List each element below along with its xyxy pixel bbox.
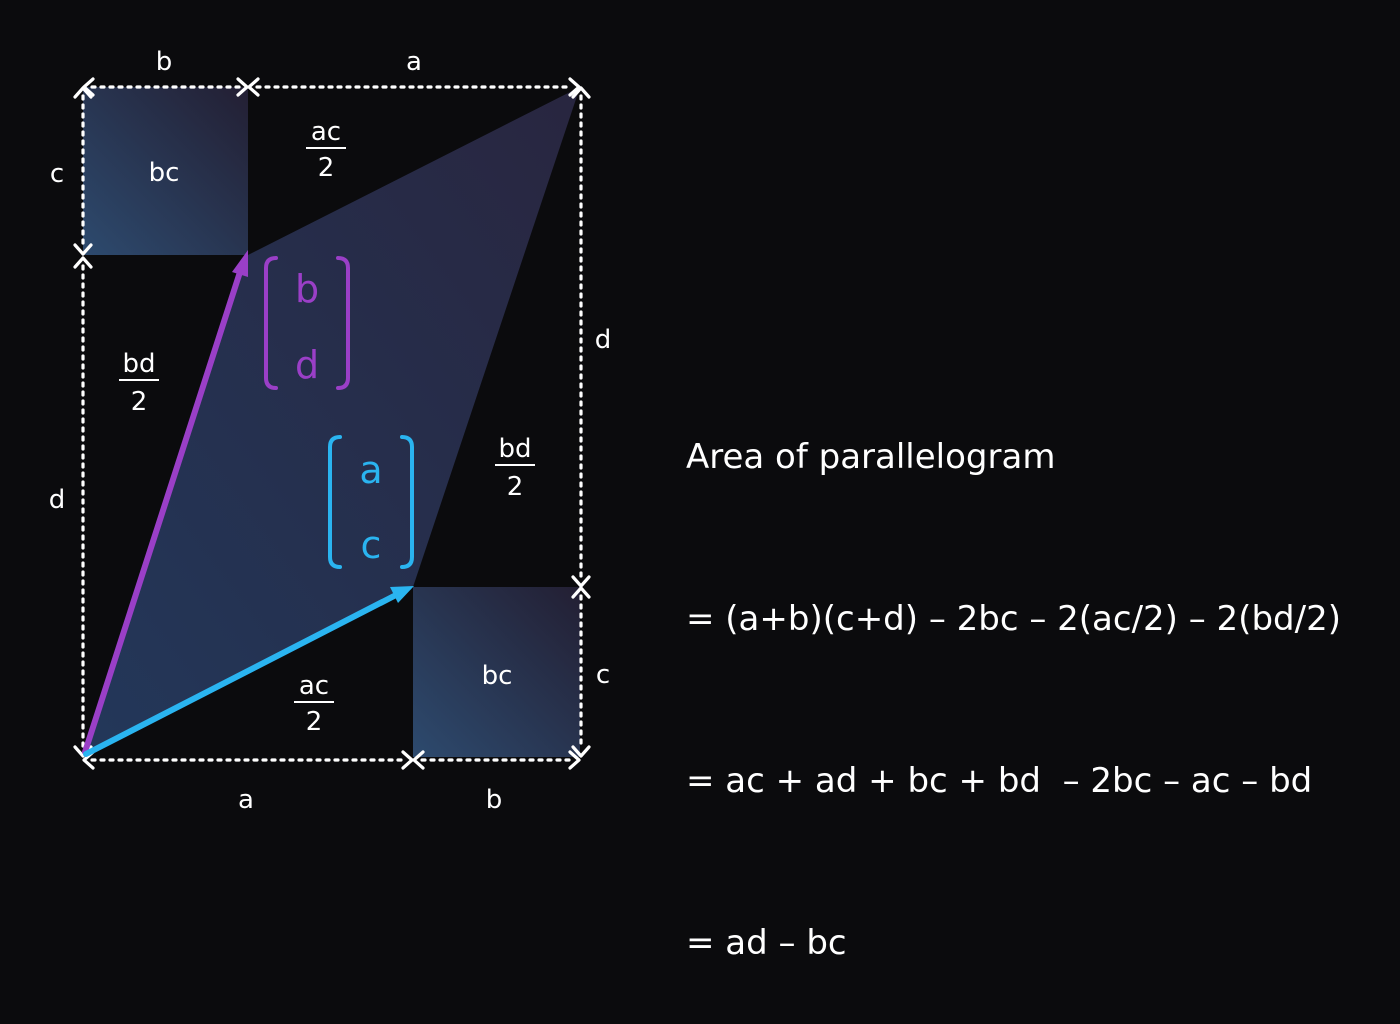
label-box-top-bc: bc xyxy=(149,158,180,188)
area-derivation: Area of parallelogram = (a+b)(c+d) – 2bc… xyxy=(686,322,1341,1024)
dimension-top-a xyxy=(247,77,581,97)
fraction-left-bd-2: bd 2 xyxy=(119,349,159,417)
label-box-bottom-bc: bc xyxy=(482,661,513,691)
derivation-step-expand: = (a+b)(c+d) – 2bc – 2(ac/2) – 2(bd/2) xyxy=(686,599,1341,639)
label-top-a: a xyxy=(406,47,422,77)
vector-ac-top: a xyxy=(359,448,382,492)
parallelogram-area-diagram: b d a c b a a b c d d c bc bc ac 2 bd 2 … xyxy=(49,47,612,815)
label-left-d: d xyxy=(49,485,66,515)
parallelogram-shape xyxy=(83,87,580,757)
bc-box-top-left xyxy=(83,87,248,255)
vector-ac-bottom: c xyxy=(361,523,382,567)
dimension-right-c xyxy=(571,586,591,758)
stage: b d a c b a a b c d d c bc bc ac 2 bd 2 … xyxy=(49,47,1341,963)
fraction-bottom-denominator: 2 xyxy=(306,707,323,737)
dimension-bottom-a xyxy=(82,750,414,770)
label-right-c: c xyxy=(596,660,610,690)
fraction-top-ac-2: ac 2 xyxy=(306,117,346,183)
derivation-title: Area of parallelogram xyxy=(686,437,1056,477)
vector-bd-bottom: d xyxy=(295,343,319,387)
fraction-top-numerator: ac xyxy=(311,117,341,147)
vector-ac-arrow xyxy=(83,586,414,757)
vector-bd-top: b xyxy=(295,267,319,311)
fraction-bottom-numerator: ac xyxy=(299,671,329,701)
dimension-bottom-b xyxy=(412,750,581,770)
vector-ac-matrix: a c xyxy=(328,435,414,569)
label-bottom-a: a xyxy=(238,785,254,815)
label-left-c: c xyxy=(50,159,64,189)
fraction-bottom-ac-2: ac 2 xyxy=(294,671,334,737)
label-bottom-b: b xyxy=(486,785,503,815)
fraction-left-denominator: 2 xyxy=(131,387,148,417)
fraction-right-numerator: bd xyxy=(498,434,531,464)
fraction-right-denominator: 2 xyxy=(507,472,524,502)
label-top-b: b xyxy=(156,47,173,77)
derivation-step-distribute: = ac + ad + bc + bd – 2bc – ac – bd xyxy=(686,761,1313,801)
vector-bd-matrix: b d xyxy=(264,256,350,390)
dimension-left-c xyxy=(73,86,93,256)
dimension-left-d xyxy=(73,256,93,758)
bc-box-bottom-right xyxy=(413,587,580,757)
derivation-result: = ad – bc xyxy=(686,923,847,963)
label-right-d: d xyxy=(595,325,612,355)
vector-bd-arrow xyxy=(82,250,248,755)
fraction-top-denominator: 2 xyxy=(318,153,335,183)
fraction-right-bd-2: bd 2 xyxy=(495,434,535,502)
dimension-right-d xyxy=(571,86,591,588)
fraction-left-numerator: bd xyxy=(122,349,155,379)
